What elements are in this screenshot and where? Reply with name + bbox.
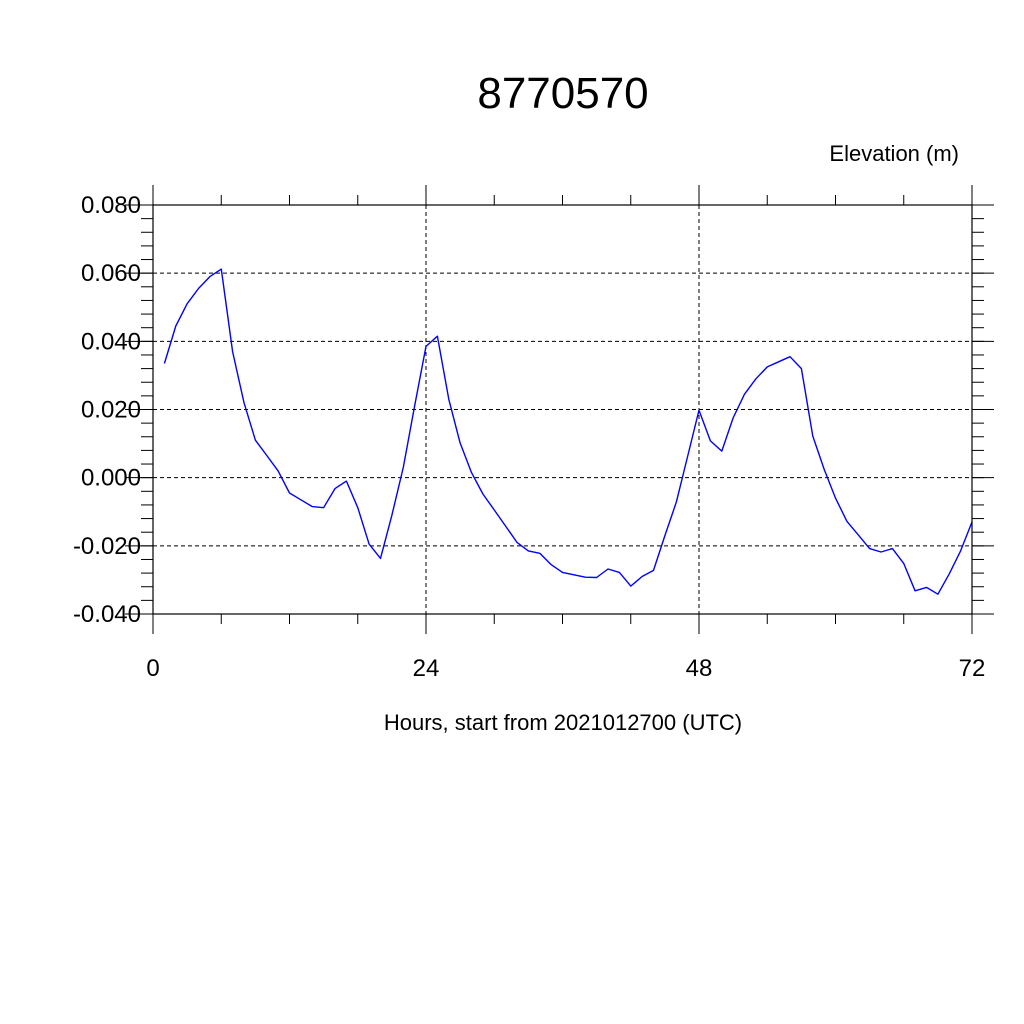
x-tick-label: 72: [959, 655, 986, 682]
x-tick-label: 48: [686, 655, 713, 682]
grid-lines: [153, 204, 972, 615]
y-tick-label: 0.080: [81, 192, 141, 219]
y-tick-label: -0.020: [73, 533, 141, 560]
x-tick-label: 24: [413, 655, 440, 682]
y-tick-label: -0.040: [73, 601, 141, 628]
chart-title: 8770570: [477, 69, 648, 118]
x-tick-label: 0: [146, 655, 159, 682]
tick-labels: -0.040 -0.020 0.000 0.020 0.040 0.060 0.080 0 24…: [73, 192, 985, 682]
elevation-series-line: [163, 268, 973, 595]
tick-marks: [125, 185, 994, 634]
x-axis-label: Hours, start from 2021012700 (UTC): [384, 710, 742, 735]
y-tick-label: 0.000: [81, 465, 141, 492]
y-axis-label: Elevation (m): [829, 141, 959, 166]
y-tick-label: 0.020: [81, 397, 141, 424]
y-tick-label: 0.060: [81, 260, 141, 287]
y-tick-label: 0.040: [81, 328, 141, 355]
series-layer: [163, 268, 973, 595]
plot-frame: [152, 204, 973, 615]
